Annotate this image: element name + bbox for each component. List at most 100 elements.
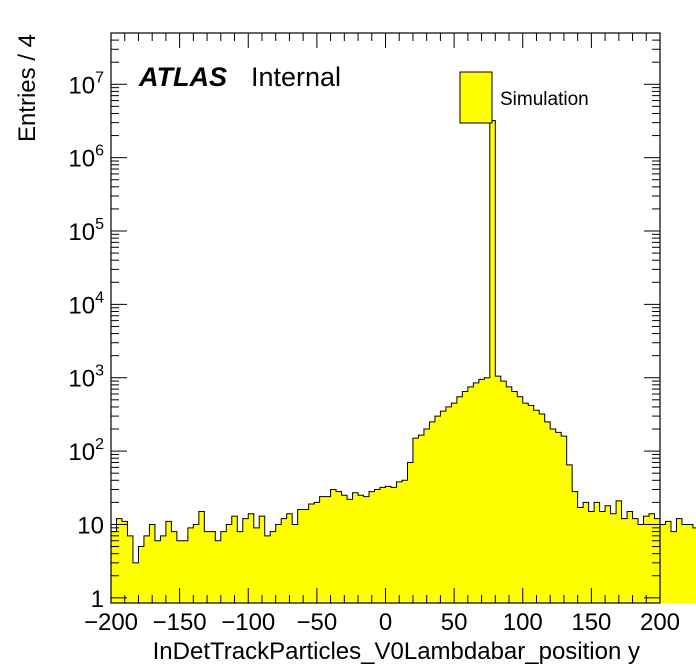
- histogram-bin: [517, 396, 524, 603]
- histogram-bin: [160, 535, 167, 603]
- histogram-bin: [297, 509, 304, 603]
- histogram-bin: [286, 513, 293, 603]
- histogram-bin: [116, 518, 123, 603]
- histogram-bin: [281, 518, 288, 603]
- histogram-bars: [110, 120, 696, 604]
- histogram-bin: [182, 540, 189, 603]
- histogram-bin: [676, 518, 683, 603]
- histogram-bin: [369, 491, 375, 603]
- histogram-bin: [665, 521, 672, 603]
- histogram-bin: [484, 377, 491, 603]
- histogram-bin: [495, 376, 502, 603]
- histogram-bin: [522, 403, 529, 603]
- histogram-bin: [621, 518, 628, 603]
- atlas-label: ATLAS: [138, 62, 227, 92]
- histogram-bin: [198, 511, 205, 603]
- x-tick-label: 0: [379, 609, 392, 636]
- histogram-bin: [577, 507, 584, 603]
- histogram-bin: [429, 421, 436, 603]
- histogram-bin: [390, 487, 397, 603]
- histogram-bin: [539, 414, 546, 603]
- histogram-bin: [407, 462, 414, 603]
- legend-entry-label: Simulation: [500, 89, 589, 110]
- histogram-bin: [204, 531, 211, 603]
- histogram-bin: [654, 518, 661, 603]
- histogram-bin: [352, 492, 359, 603]
- x-tick-label: 150: [571, 609, 611, 636]
- histogram-bin: [314, 502, 321, 603]
- histogram-bin: [111, 531, 117, 603]
- x-tick-label: 200: [640, 609, 680, 636]
- histogram-bin: [264, 535, 271, 603]
- histogram-bin: [336, 491, 342, 603]
- histogram-bin: [385, 486, 392, 603]
- histogram-bin: [423, 429, 430, 603]
- histogram-bin: [237, 531, 244, 603]
- histogram-bin: [605, 505, 611, 603]
- histogram-bin: [176, 540, 183, 603]
- histogram-bin: [215, 540, 222, 603]
- histogram-bin: [358, 495, 364, 603]
- x-tick-label: 50: [441, 609, 468, 636]
- histogram-bin: [434, 416, 441, 603]
- y-tick-label: 10: [77, 512, 104, 539]
- histogram-bin: [627, 511, 633, 603]
- histogram-bin: [231, 516, 238, 603]
- histogram-bin: [462, 391, 469, 603]
- y-tick-label: 103: [68, 363, 104, 393]
- x-tick-label: −200: [84, 609, 138, 636]
- histogram-bin: [165, 521, 172, 603]
- histogram-bin: [473, 382, 480, 603]
- y-tick-label: 105: [68, 216, 104, 246]
- histogram-bin: [456, 396, 463, 603]
- histogram-bin: [649, 513, 655, 603]
- histogram-bin: [445, 406, 452, 603]
- histogram-bin: [171, 531, 178, 603]
- histogram-bin: [572, 491, 579, 603]
- histogram-bin: [143, 535, 150, 603]
- histogram-bin: [643, 516, 650, 603]
- histogram-bin: [687, 524, 694, 603]
- histogram-bin: [341, 495, 348, 603]
- histogram-bin: [347, 499, 353, 603]
- y-tick-label: 106: [68, 143, 104, 173]
- x-axis-tick-labels: −200 −150 −100 −50 0 50 100 150 200: [84, 609, 680, 636]
- histogram-bin: [566, 464, 573, 603]
- x-tick-label: 100: [503, 609, 543, 636]
- x-tick-label: −150: [153, 609, 207, 636]
- y-axis-ticks: [111, 32, 660, 599]
- histogram-bin: [638, 524, 644, 603]
- histogram-bin: [248, 513, 255, 603]
- histogram-bin: [363, 496, 370, 603]
- histogram-bin: [616, 500, 622, 603]
- histogram-bin: [270, 531, 277, 603]
- histogram-bin: [292, 524, 299, 603]
- y-axis-tick-labels: 1 10 102 103 104 105 106 107: [68, 69, 104, 613]
- histogram-bin: [528, 405, 535, 603]
- histogram-bin: [149, 524, 156, 603]
- histogram-bin: [588, 511, 595, 603]
- plot-frame: [110, 32, 661, 604]
- histogram-outline: [110, 120, 696, 603]
- histogram-bin: [401, 480, 408, 603]
- histogram-bin: [533, 410, 540, 603]
- histogram-bin: [451, 403, 458, 603]
- histogram-bin: [396, 481, 403, 603]
- histogram-bin: [478, 379, 485, 603]
- histogram-bin: [154, 540, 161, 603]
- x-tick-label: −50: [297, 609, 338, 636]
- internal-label: Internal: [251, 62, 341, 92]
- y-axis-title: Entries / 4: [14, 34, 41, 142]
- histogram-bin: [583, 502, 590, 603]
- histogram-bin: [193, 524, 200, 603]
- histogram-bin: [610, 513, 617, 603]
- y-tick-label: 104: [68, 289, 104, 319]
- histogram-bin: [259, 516, 266, 603]
- histogram-bin: [330, 489, 337, 603]
- histogram-bin: [242, 518, 249, 603]
- histogram-bin: [380, 487, 386, 603]
- histogram-bin: [209, 531, 216, 603]
- histogram-bin: [544, 421, 551, 603]
- histogram-bin: [511, 391, 518, 603]
